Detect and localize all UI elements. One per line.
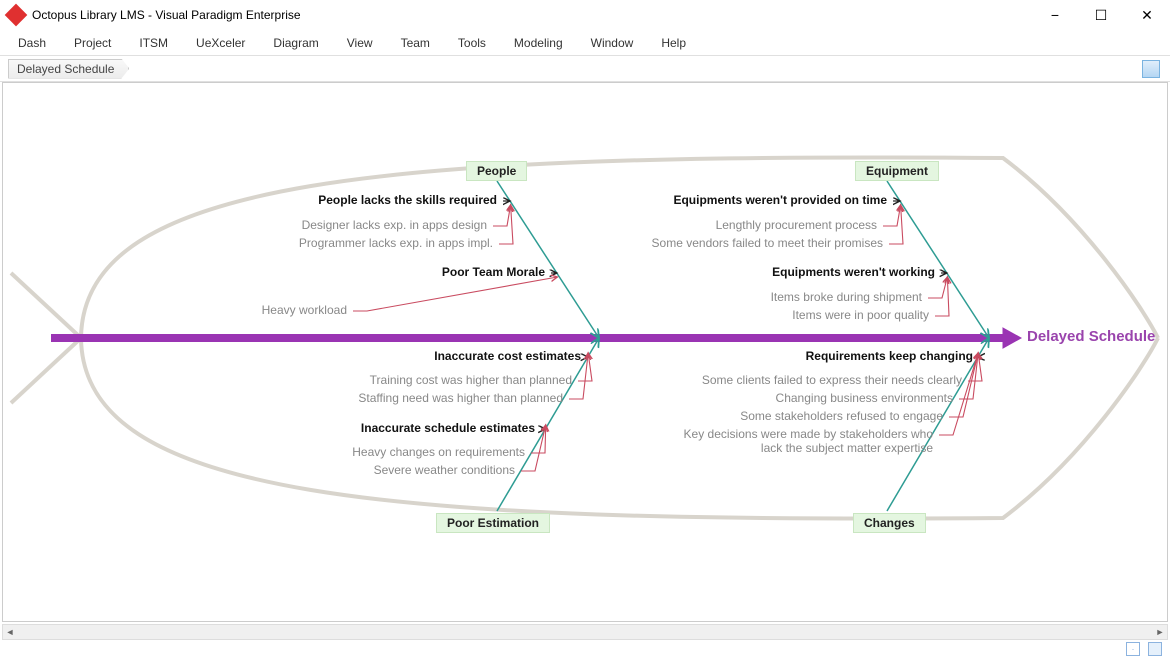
menu-item-itsm[interactable]: ITSM (125, 32, 182, 54)
cause-primary: Inaccurate schedule estimates (3, 421, 535, 435)
status-icons (1126, 642, 1162, 656)
close-button[interactable]: ✕ (1124, 0, 1170, 30)
cause-sub: Heavy changes on requirements (3, 445, 525, 459)
window-controls: − ☐ ✕ (1032, 0, 1170, 30)
breadcrumb[interactable]: Delayed Schedule (8, 59, 129, 79)
canvas-wrap: Delayed SchedulePeoplePeople lacks the s… (2, 82, 1168, 622)
titlebar: Octopus Library LMS - Visual Paradigm En… (0, 0, 1170, 30)
effect-label: Delayed Schedule (1027, 328, 1155, 345)
horizontal-scrollbar[interactable]: ◄ ► (2, 624, 1168, 640)
cause-sub: Some vendors failed to meet their promis… (3, 236, 883, 250)
cause-primary: Requirements keep changing (3, 349, 973, 363)
cause-sub: Items broke during shipment (3, 290, 922, 304)
scroll-right-icon[interactable]: ► (1153, 627, 1167, 637)
category-label-people[interactable]: People (466, 161, 527, 181)
breadcrumb-bar: Delayed Schedule (0, 56, 1170, 82)
scroll-left-icon[interactable]: ◄ (3, 627, 17, 637)
menu-item-dash[interactable]: Dash (4, 32, 60, 54)
view-options-icon[interactable] (1142, 60, 1160, 78)
cause-sub: Lengthly procurement process (3, 218, 877, 232)
menu-item-view[interactable]: View (333, 32, 387, 54)
cause-sub: Some clients failed to express their nee… (3, 373, 962, 387)
menu-item-diagram[interactable]: Diagram (259, 32, 332, 54)
cause-primary: Equipments weren't working (3, 265, 935, 279)
cause-sub: Items were in poor quality (3, 308, 929, 322)
minimize-button[interactable]: − (1032, 0, 1078, 30)
mail-icon[interactable] (1126, 642, 1140, 656)
cause-sub: Changing business environments (3, 391, 953, 405)
cause-sub: Severe weather conditions (3, 463, 515, 477)
window-title: Octopus Library LMS - Visual Paradigm En… (32, 8, 301, 22)
menu-item-help[interactable]: Help (647, 32, 700, 54)
menu-item-uexceler[interactable]: UeXceler (182, 32, 259, 54)
cause-sub: Some stakeholders refused to engage (3, 409, 943, 423)
menu-item-tools[interactable]: Tools (444, 32, 500, 54)
category-label-poor-estimation[interactable]: Poor Estimation (436, 513, 550, 533)
menu-item-team[interactable]: Team (387, 32, 444, 54)
note-icon[interactable] (1148, 642, 1162, 656)
diagram-canvas[interactable]: Delayed SchedulePeoplePeople lacks the s… (3, 83, 1167, 621)
cause-sub: Key decisions were made by stakeholders … (673, 427, 933, 456)
category-label-equipment[interactable]: Equipment (855, 161, 939, 181)
maximize-button[interactable]: ☐ (1078, 0, 1124, 30)
menu-item-window[interactable]: Window (577, 32, 648, 54)
cause-primary: Equipments weren't provided on time (3, 193, 887, 207)
menu-item-modeling[interactable]: Modeling (500, 32, 577, 54)
category-label-changes[interactable]: Changes (853, 513, 926, 533)
app-icon (5, 4, 28, 27)
menu-item-project[interactable]: Project (60, 32, 125, 54)
menubar: DashProjectITSMUeXcelerDiagramViewTeamTo… (0, 30, 1170, 56)
